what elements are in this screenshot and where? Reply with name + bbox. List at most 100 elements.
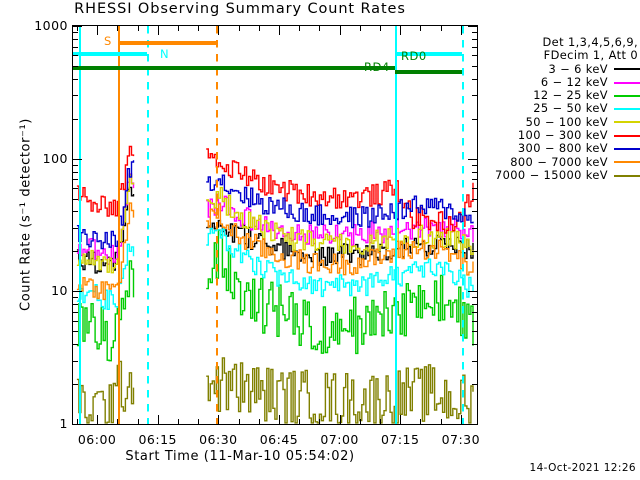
legend-item[interactable]: 3 − 6 keV [486, 61, 640, 76]
legend-item[interactable]: 12 − 25 keV [486, 88, 640, 102]
legend-item[interactable]: 300 − 800 keV [486, 142, 640, 155]
axis-tick [73, 331, 78, 333]
axis-tick [137, 419, 139, 424]
axis-tick [472, 384, 477, 386]
axis-tick [400, 419, 402, 424]
axis-tick [73, 360, 78, 362]
count-rate-series [206, 219, 474, 266]
legend-color-swatch [614, 174, 640, 177]
axis-tick [468, 291, 477, 293]
axis-tick [420, 419, 422, 424]
axis-tick [73, 32, 78, 34]
y-axis-label: Count Rate (s⁻¹ detector⁻¹) [18, 118, 34, 311]
axis-tick [73, 188, 78, 190]
y-tick-label: 1 [59, 416, 68, 431]
rd0-bar2 [395, 70, 462, 74]
n-flag: N [160, 47, 170, 61]
x-tick-label: 06:45 [259, 432, 299, 447]
axis-tick [117, 419, 119, 424]
axis-tick [468, 424, 477, 425]
axis-tick [472, 228, 477, 230]
y-tick-label: 10 [51, 283, 68, 299]
count-rate-series [206, 203, 474, 276]
axis-tick [157, 26, 159, 31]
legend-header-detectors: Det 1,3,4,5,6,9, [542, 35, 638, 49]
legend-item-label: 50 − 100 keV [525, 114, 608, 129]
axis-tick [472, 46, 477, 48]
axis-tick [472, 311, 477, 313]
legend-color-swatch [614, 108, 640, 111]
axis-tick [380, 26, 381, 31]
legend-color-swatch [614, 134, 640, 137]
axis-tick [73, 158, 82, 160]
legend-item[interactable]: 25 − 50 keV [486, 102, 640, 115]
axis-tick [278, 419, 280, 424]
axis-tick [339, 26, 341, 31]
legend-color-swatch [614, 68, 640, 71]
axis-tick [73, 198, 78, 200]
rd0-flag: RD0 [401, 49, 427, 63]
count-rate-series [76, 145, 135, 217]
axis-tick [73, 118, 78, 120]
axis-tick [73, 171, 78, 173]
page-title: RHESSI Observing Summary Count Rates [74, 1, 406, 17]
legend-item-label: 7000 − 15000 keV [494, 167, 608, 182]
axis-tick [472, 118, 477, 120]
legend-color-swatch [614, 161, 640, 164]
axis-tick [472, 179, 477, 181]
y-axis-ticks: 1 10 100 1000 [0, 0, 68, 480]
saa-start-line [118, 26, 120, 424]
legend-item[interactable]: 7000 − 15000 keV [486, 167, 640, 182]
axis-tick [472, 164, 477, 166]
night-start-line [79, 26, 81, 424]
axis-tick [420, 26, 422, 31]
axis-tick [198, 419, 200, 424]
generation-timestamp: 14-Oct-2021 12:26 [529, 462, 636, 474]
axis-tick [472, 198, 477, 200]
night-end-line [147, 26, 149, 424]
legend-item-label: 800 − 7000 keV [510, 154, 608, 169]
axis-tick [440, 26, 442, 31]
s-bar [118, 41, 216, 45]
axis-tick [76, 419, 78, 424]
axis-tick [73, 320, 78, 322]
axis-tick [117, 26, 119, 31]
axis-tick [73, 384, 78, 386]
axis-tick [472, 344, 477, 346]
y-tick-label: 1000 [34, 18, 68, 33]
legend-item[interactable]: 50 − 100 keV [486, 114, 640, 129]
axis-tick [440, 419, 442, 424]
axis-tick [218, 419, 220, 424]
axis-tick [339, 419, 341, 424]
x-axis-label: Start Time (11-Mar-10 05:54:02) [125, 449, 355, 464]
axis-tick [472, 320, 477, 322]
axis-tick [258, 419, 260, 424]
legend-item-label: 3 − 6 keV [548, 61, 608, 76]
plot-area[interactable]: S N RD4 RD0 [72, 25, 478, 425]
axis-tick [73, 179, 78, 181]
axis-tick [472, 251, 477, 253]
saa-end-line [216, 26, 218, 424]
x-tick-label: 06:30 [199, 432, 238, 447]
axis-tick [73, 38, 78, 40]
rd4-flag: RD4 [364, 60, 390, 74]
axis-tick [238, 26, 240, 31]
axis-tick [157, 419, 159, 424]
x-tick-label: 06:15 [138, 432, 177, 447]
count-rate-series [206, 227, 474, 298]
legend-item[interactable]: 800 − 7000 keV [486, 154, 640, 169]
axis-tick [97, 26, 99, 31]
legend-item-label: 6 − 12 keV [540, 74, 608, 89]
legend-item[interactable]: 6 − 12 keV [486, 74, 640, 89]
legend-item[interactable]: 100 − 300 keV [486, 128, 640, 142]
axis-tick [472, 297, 477, 299]
axis-tick [97, 419, 99, 424]
legend-header-decimation: FDecim 1, Att 0 [543, 48, 638, 63]
legend-item-label: 25 − 50 keV [533, 101, 608, 116]
count-rate-series [76, 260, 135, 362]
count-rate-series [206, 186, 474, 255]
legend-color-swatch [614, 121, 640, 124]
n-bar [73, 52, 147, 56]
axis-tick [177, 26, 179, 31]
axis-tick [472, 38, 477, 40]
